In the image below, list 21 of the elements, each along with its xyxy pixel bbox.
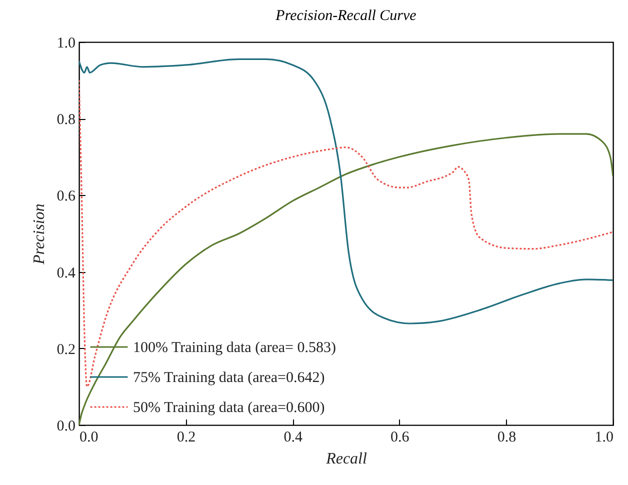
legend-label: 50% Training data (area=0.600) (133, 400, 325, 416)
x-tick-label: 0.0 (80, 430, 98, 446)
y-tick-label: 0.8 (56, 112, 76, 128)
y-tick-label: 0.6 (56, 188, 76, 205)
y-tick-label: 1.0 (56, 36, 76, 52)
x-tick-label: 0.8 (497, 430, 516, 446)
legend-label: 100% Training data (area= 0.583) (133, 340, 336, 356)
line-series (79, 58, 613, 324)
y-axis-title: Precision (30, 204, 48, 266)
x-tick-label: 1.0 (594, 430, 614, 446)
y-tick-label: 0.2 (56, 342, 76, 358)
x-axis-title: Recall (325, 450, 368, 468)
line-series (79, 80, 613, 388)
y-tick-label: 0.0 (56, 418, 76, 434)
x-tick-label: 0.6 (390, 430, 410, 446)
y-tick-label: 0.4 (56, 265, 76, 282)
chart-title: Precision-Recall Curve (274, 8, 417, 24)
x-tick-label: 0.2 (176, 430, 196, 446)
x-tick-label: 0.4 (284, 430, 303, 446)
line-series (79, 133, 613, 425)
legend-label: 75% Training data (area=0.642) (133, 370, 325, 386)
